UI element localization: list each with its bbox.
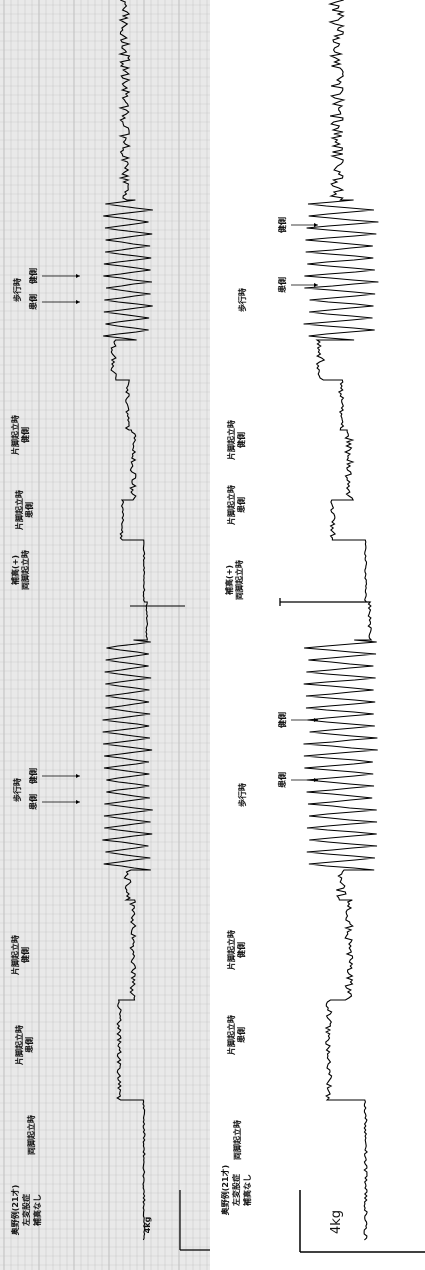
- figure: 奥野例(21才)左変股症補高なし両脚起立時片脚起立時患側片脚起立時健側歩行時患側…: [0, 0, 425, 1270]
- phase-label: 健側: [20, 427, 30, 443]
- arrow-head: [314, 283, 318, 287]
- scale-label: 4kg: [329, 1210, 344, 1234]
- side-label: 患側: [28, 294, 38, 310]
- case-label: 左変股症: [231, 1174, 241, 1207]
- arrow-head: [314, 223, 318, 227]
- side-label: 患側: [277, 772, 287, 788]
- side-label: 患側: [277, 277, 287, 293]
- phase-label: 歩行時: [237, 288, 247, 312]
- side-label: 健側: [277, 217, 287, 233]
- phase-label: 片脚起立時: [14, 1025, 24, 1065]
- phase-label: 歩行時: [237, 783, 247, 807]
- phase-label: 歩行時: [12, 778, 22, 802]
- phase-label: 片脚起立時: [226, 1015, 236, 1055]
- phase-label: 両脚起立時: [232, 1120, 242, 1160]
- phase-label: 両脚起立時: [26, 1115, 36, 1155]
- side-label: 患側: [28, 794, 38, 810]
- phase-label: 片脚起立時: [10, 415, 20, 455]
- phase-label: 患側: [236, 497, 246, 513]
- side-label: 健側: [277, 712, 287, 728]
- phase-label: 患側: [236, 1027, 246, 1043]
- force-trace: [304, 0, 379, 1240]
- phase-label: 片脚起立時: [14, 490, 24, 530]
- case-label: 左変股症: [21, 1194, 31, 1227]
- phase-label: 両脚起立時: [234, 560, 244, 600]
- phase-label: 患側: [24, 1037, 34, 1053]
- phase-label: 患側: [24, 502, 34, 518]
- phase-label: 片脚起立時: [226, 930, 236, 970]
- phase-label: 片脚起立時: [10, 935, 20, 975]
- case-label: 補高なし: [32, 1194, 42, 1227]
- phase-label: 片脚起立時: [226, 420, 236, 460]
- phase-label: 健側: [20, 947, 30, 963]
- phase-label: 歩行時: [12, 278, 22, 302]
- case-label: 奥野例(21才): [220, 1165, 230, 1216]
- phase-label: 補高(+): [10, 555, 20, 586]
- side-label: 健側: [28, 268, 38, 284]
- phase-label: 補高(+): [224, 565, 234, 596]
- phase-label: 健側: [236, 432, 246, 448]
- side-label: 健側: [28, 768, 38, 784]
- case-label: 補高なし: [242, 1174, 252, 1207]
- case-label: 奥野例(21才): [10, 1185, 20, 1236]
- phase-label: 両脚起立時: [20, 550, 30, 590]
- phase-label: 健側: [236, 942, 246, 958]
- scale-label: 4kg: [143, 1216, 152, 1233]
- phase-label: 片脚起立時: [226, 485, 236, 525]
